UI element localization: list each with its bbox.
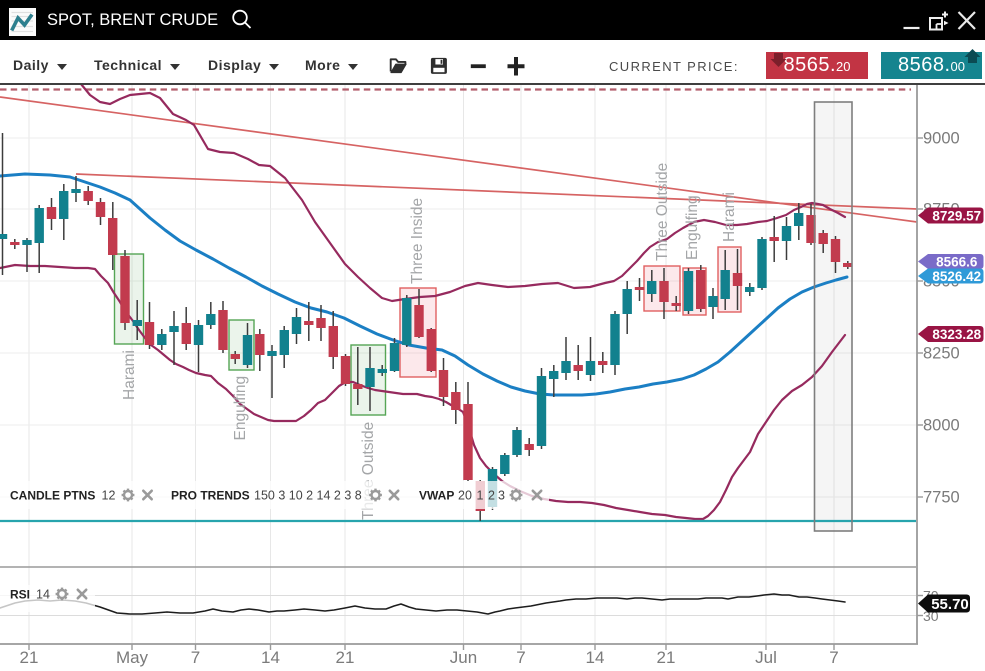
svg-text:7: 7	[829, 648, 838, 667]
svg-text:8000: 8000	[923, 417, 960, 435]
svg-text:Jul: Jul	[755, 648, 777, 667]
svg-text:14: 14	[586, 648, 605, 667]
svg-text:20: 20	[458, 489, 472, 503]
svg-text:21: 21	[336, 648, 355, 667]
svg-text:7: 7	[191, 648, 200, 667]
svg-text:21: 21	[20, 648, 39, 667]
svg-text:Harami: Harami	[721, 192, 738, 242]
svg-text:PRO TRENDS: PRO TRENDS	[171, 489, 250, 503]
svg-text:8729.57: 8729.57	[932, 208, 981, 223]
svg-text:7750: 7750	[923, 489, 960, 507]
svg-text:3: 3	[498, 489, 505, 503]
svg-text:Jun: Jun	[450, 648, 477, 667]
svg-text:RSI: RSI	[10, 588, 30, 602]
svg-text:21: 21	[657, 648, 676, 667]
svg-text:VWAP: VWAP	[419, 489, 454, 503]
svg-text:1: 1	[477, 489, 484, 503]
svg-text:12: 12	[102, 489, 116, 503]
svg-text:Engulfing: Engulfing	[684, 195, 701, 260]
svg-text:9000: 9000	[923, 130, 960, 148]
svg-text:150 3 10 2 14 2 3 8: 150 3 10 2 14 2 3 8	[254, 489, 362, 503]
svg-text:Three Outside: Three Outside	[654, 163, 671, 261]
svg-text:7: 7	[516, 648, 525, 667]
svg-text:8526.42: 8526.42	[932, 269, 981, 284]
svg-text:CANDLE PTNS: CANDLE PTNS	[10, 489, 95, 503]
svg-text:Three Inside: Three Inside	[409, 198, 426, 284]
svg-text:8250: 8250	[923, 345, 960, 363]
svg-text:May: May	[116, 648, 149, 667]
svg-text:2: 2	[488, 489, 495, 503]
svg-text:55.70: 55.70	[931, 596, 969, 613]
svg-text:14: 14	[261, 648, 280, 667]
svg-text:8566.6: 8566.6	[936, 254, 978, 269]
svg-text:8323.28: 8323.28	[932, 327, 981, 342]
svg-text:Harami: Harami	[121, 350, 138, 400]
svg-text:Engulfing: Engulfing	[232, 376, 249, 441]
svg-text:14: 14	[36, 588, 50, 602]
